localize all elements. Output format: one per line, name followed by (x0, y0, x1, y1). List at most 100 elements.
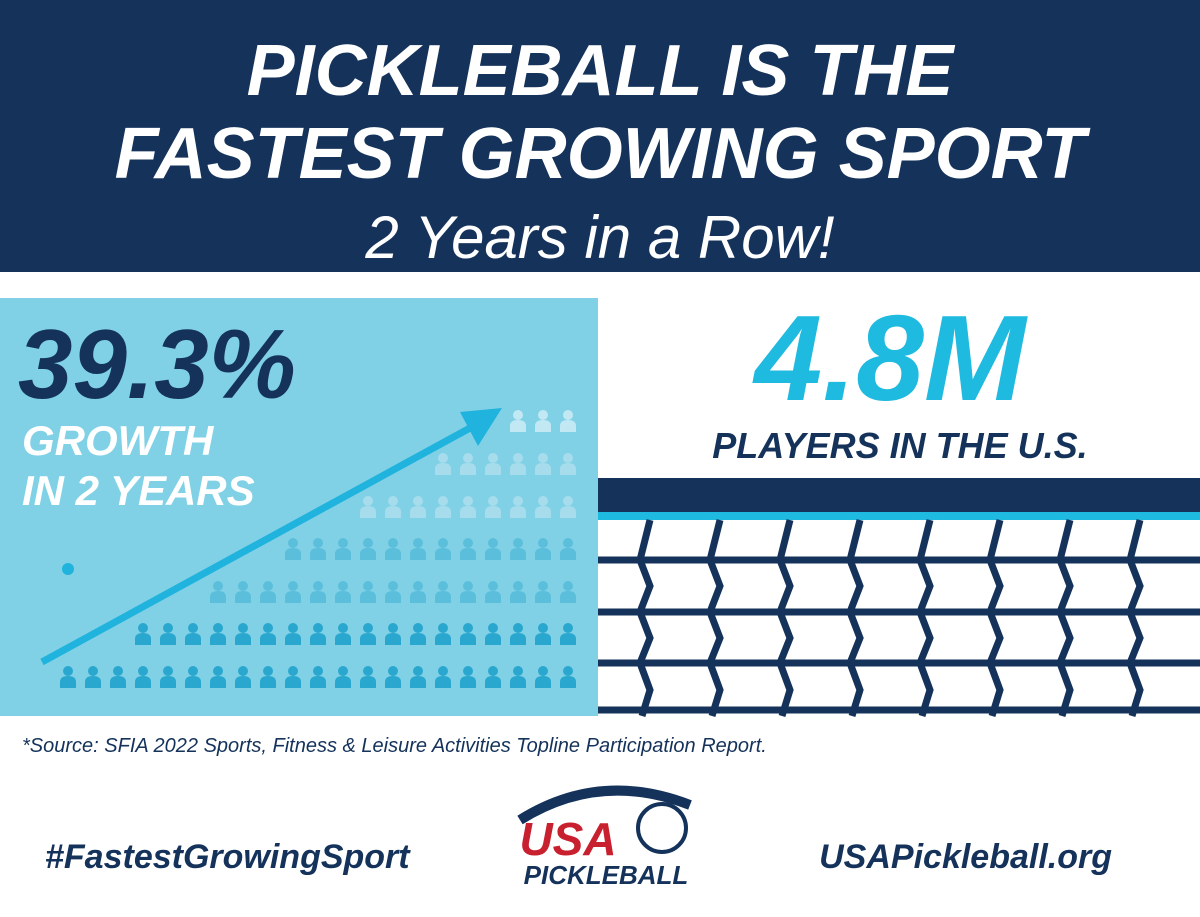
person-head (563, 623, 573, 633)
person-body (185, 633, 201, 645)
person-body (285, 591, 301, 603)
person-body (335, 548, 351, 560)
person-head (163, 666, 173, 676)
person-head (363, 496, 373, 506)
person-body (310, 548, 326, 560)
person-head (538, 410, 548, 420)
person-head (413, 581, 423, 591)
person-body (435, 548, 451, 560)
person-head (413, 496, 423, 506)
person-body (210, 591, 226, 603)
person-body (385, 633, 401, 645)
person-head (213, 623, 223, 633)
person-head (88, 666, 98, 676)
person-body (560, 591, 576, 603)
person-body (360, 548, 376, 560)
person-head (138, 666, 148, 676)
person-head (563, 496, 573, 506)
header-band (0, 0, 1200, 272)
logo-ball (636, 802, 688, 854)
person-body (360, 676, 376, 688)
person-head (63, 666, 73, 676)
person-head (338, 666, 348, 676)
person-head (388, 581, 398, 591)
person-head (563, 410, 573, 420)
person-head (463, 581, 473, 591)
logo-text: PICKLEBALL (524, 860, 689, 890)
person-head (138, 623, 148, 633)
person-head (463, 538, 473, 548)
person-head (188, 666, 198, 676)
person-head (563, 538, 573, 548)
person-head (338, 538, 348, 548)
person-body (535, 633, 551, 645)
title-line: FASTEST GROWING SPORT (115, 114, 1092, 194)
growth-panel (0, 298, 598, 716)
source-note: *Source: SFIA 2022 Sports, Fitness & Lei… (22, 735, 767, 757)
person-body (485, 633, 501, 645)
person-body (310, 676, 326, 688)
person-body (485, 548, 501, 560)
person-head (463, 666, 473, 676)
person-body (85, 676, 101, 688)
person-head (438, 666, 448, 676)
person-body (235, 591, 251, 603)
person-head (463, 496, 473, 506)
person-head (363, 581, 373, 591)
person-head (313, 581, 323, 591)
person-body (485, 676, 501, 688)
person-head (438, 538, 448, 548)
person-body (60, 676, 76, 688)
person-body (535, 420, 551, 432)
person-body (135, 676, 151, 688)
person-head (388, 496, 398, 506)
net-line (1126, 519, 1144, 718)
person-body (260, 591, 276, 603)
person-body (560, 463, 576, 475)
person-head (163, 623, 173, 633)
subtitle: 2 Years in a Row! (364, 204, 834, 271)
person-body (310, 591, 326, 603)
person-body (285, 676, 301, 688)
person-head (488, 538, 498, 548)
hashtag: #FastestGrowingSport (45, 838, 411, 876)
person-head (538, 496, 548, 506)
person-head (413, 666, 423, 676)
person-head (538, 538, 548, 548)
person-body (510, 420, 526, 432)
person-body (310, 633, 326, 645)
person-body (335, 591, 351, 603)
net-line (776, 519, 794, 718)
person-head (438, 623, 448, 633)
person-body (235, 676, 251, 688)
person-head (213, 581, 223, 591)
person-head (463, 623, 473, 633)
person-head (363, 538, 373, 548)
person-body (460, 591, 476, 603)
person-head (513, 581, 523, 591)
person-body (435, 633, 451, 645)
dot (62, 563, 74, 575)
person-head (363, 623, 373, 633)
person-head (238, 666, 248, 676)
person-head (438, 496, 448, 506)
person-body (510, 506, 526, 518)
person-head (313, 666, 323, 676)
person-body (560, 506, 576, 518)
person-head (488, 453, 498, 463)
person-body (560, 633, 576, 645)
person-head (413, 623, 423, 633)
person-body (285, 633, 301, 645)
net-line (916, 519, 934, 718)
net-line (1056, 519, 1074, 718)
person-head (388, 538, 398, 548)
person-body (560, 548, 576, 560)
person-body (460, 506, 476, 518)
person-body (410, 506, 426, 518)
person-body (435, 676, 451, 688)
person-head (263, 623, 273, 633)
person-body (435, 463, 451, 475)
person-head (213, 666, 223, 676)
person-head (438, 453, 448, 463)
person-body (410, 591, 426, 603)
